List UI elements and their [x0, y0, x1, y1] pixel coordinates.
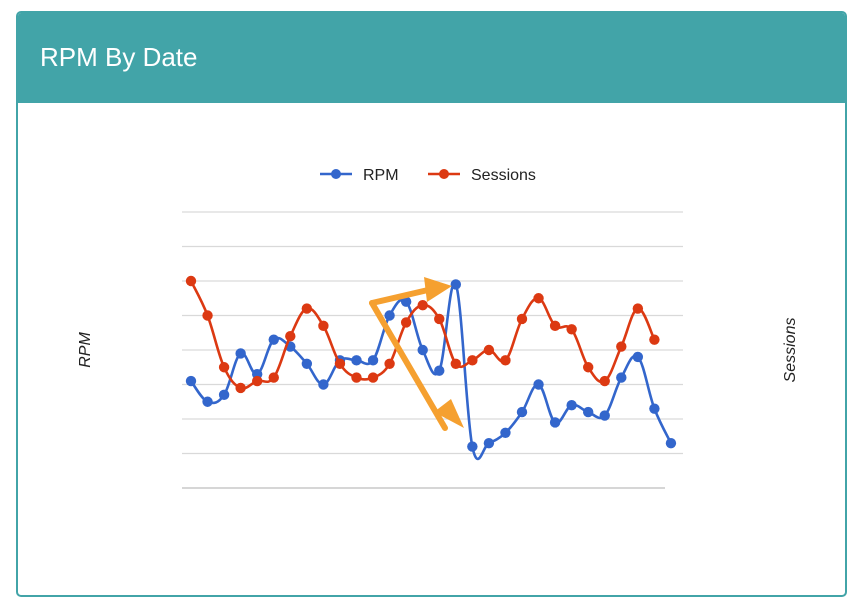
data-point-rpm[interactable] [235, 348, 246, 359]
data-point-rpm[interactable] [434, 365, 445, 376]
data-point-sessions[interactable] [301, 303, 313, 314]
data-point-sessions[interactable] [483, 344, 495, 356]
data-point-rpm[interactable] [500, 427, 511, 438]
data-point-sessions[interactable] [649, 334, 660, 345]
data-point-sessions[interactable] [516, 313, 528, 325]
legend-sessions-marker [439, 169, 449, 179]
annotation-arrowhead-down [434, 399, 464, 428]
annotation-arrow-up [369, 287, 431, 306]
data-point-sessions[interactable] [367, 372, 379, 383]
data-point-sessions[interactable] [334, 358, 346, 369]
chart-series [185, 275, 677, 461]
legend-rpm-marker [331, 169, 341, 179]
data-point-rpm[interactable] [665, 437, 677, 449]
data-point-rpm[interactable] [268, 334, 279, 345]
data-point-rpm[interactable] [202, 396, 213, 407]
data-point-sessions[interactable] [202, 310, 213, 321]
data-point-rpm[interactable] [566, 400, 577, 411]
data-point-sessions[interactable] [185, 275, 197, 287]
data-point-rpm[interactable] [384, 310, 395, 321]
data-point-sessions[interactable] [500, 355, 511, 366]
card-title: RPM By Date [40, 42, 198, 72]
data-point-rpm[interactable] [301, 358, 313, 369]
data-point-rpm[interactable] [400, 296, 412, 307]
y-axis-label-right: Sessions [782, 318, 799, 383]
data-point-sessions[interactable] [384, 358, 395, 369]
data-point-rpm[interactable] [632, 351, 644, 363]
data-point-sessions[interactable] [285, 331, 296, 342]
data-point-rpm[interactable] [467, 441, 478, 452]
data-point-sessions[interactable] [218, 362, 230, 373]
legend-rpm-label: RPM [363, 167, 399, 184]
data-point-sessions[interactable] [417, 299, 428, 311]
data-point-sessions[interactable] [599, 375, 610, 387]
data-point-rpm[interactable] [367, 355, 379, 366]
data-point-rpm[interactable] [549, 417, 561, 428]
rpm-card: RPM By Date [16, 11, 847, 597]
y-axis-label-left: RPM [77, 332, 94, 368]
data-point-sessions[interactable] [616, 341, 627, 352]
data-point-rpm[interactable] [649, 403, 660, 414]
data-point-sessions[interactable] [252, 375, 263, 387]
chart-annotations [369, 277, 464, 431]
data-point-sessions[interactable] [533, 293, 544, 304]
legend-sessions-label: Sessions [471, 167, 536, 184]
data-point-rpm[interactable] [583, 406, 594, 418]
chart-legend: RPM Sessions [320, 167, 536, 184]
data-point-sessions[interactable] [549, 320, 561, 332]
data-point-rpm[interactable] [516, 406, 528, 418]
data-point-sessions[interactable] [434, 313, 445, 325]
data-point-rpm[interactable] [450, 279, 461, 290]
data-point-rpm[interactable] [351, 355, 362, 366]
data-point-rpm[interactable] [417, 344, 428, 356]
data-point-sessions[interactable] [467, 355, 478, 366]
data-point-rpm[interactable] [483, 437, 495, 449]
data-point-rpm[interactable] [616, 372, 627, 383]
annotation-arrow-down [369, 300, 448, 431]
annotation-arrowhead-up [424, 277, 452, 302]
data-point-rpm[interactable] [185, 375, 197, 387]
card-header: RPM By Date [18, 13, 845, 103]
data-point-sessions[interactable] [632, 303, 644, 314]
data-point-sessions[interactable] [351, 372, 362, 383]
data-point-sessions[interactable] [268, 372, 279, 383]
data-point-sessions[interactable] [318, 320, 329, 332]
data-point-sessions[interactable] [400, 317, 412, 328]
data-point-rpm[interactable] [218, 389, 230, 401]
data-point-rpm[interactable] [533, 379, 544, 390]
data-point-sessions[interactable] [583, 362, 594, 373]
data-point-sessions[interactable] [450, 358, 461, 369]
data-point-rpm[interactable] [599, 410, 610, 421]
data-point-rpm[interactable] [318, 379, 329, 390]
data-point-sessions[interactable] [235, 382, 246, 394]
chart-grid [182, 211, 683, 489]
data-point-sessions[interactable] [566, 324, 577, 335]
